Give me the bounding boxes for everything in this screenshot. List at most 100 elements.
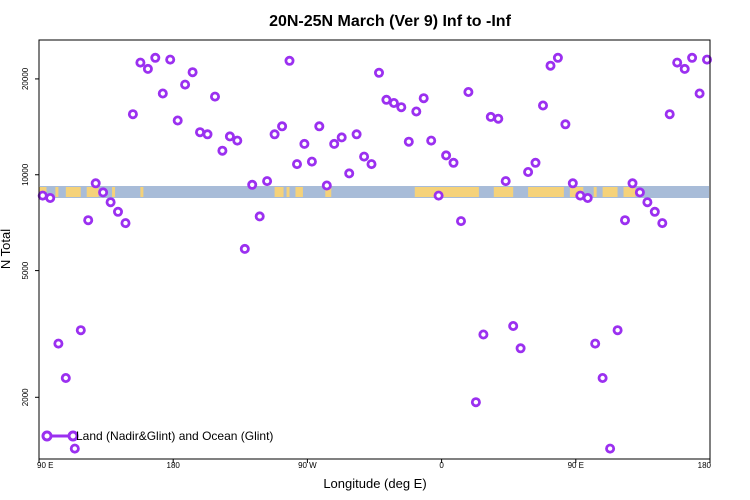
data-point <box>90 178 101 189</box>
data-point <box>478 329 489 340</box>
data-point <box>344 168 355 179</box>
data-point <box>291 159 302 170</box>
data-point <box>485 111 496 122</box>
data-point <box>605 443 616 454</box>
data-point <box>187 67 198 78</box>
data-point <box>627 178 638 189</box>
data-point <box>232 135 243 146</box>
data-point <box>657 218 668 229</box>
data-point <box>612 325 623 336</box>
y-tick-label: 10000 <box>21 163 30 186</box>
land-patch <box>325 187 332 197</box>
land-patch <box>623 187 636 197</box>
data-point <box>493 113 504 124</box>
land-patch <box>414 187 479 197</box>
data-point <box>135 57 146 68</box>
data-point <box>306 156 317 167</box>
data-point <box>217 145 228 156</box>
data-point <box>239 243 250 254</box>
data-point <box>83 215 94 226</box>
data-point <box>127 109 138 120</box>
data-point <box>157 88 168 99</box>
x-tick-label: 90 E <box>568 461 584 470</box>
data-points <box>37 52 713 454</box>
data-point <box>411 106 422 117</box>
data-point <box>396 102 407 113</box>
data-point <box>560 119 571 130</box>
legend-marker <box>67 430 79 442</box>
data-point <box>545 60 556 71</box>
data-point <box>530 157 541 168</box>
data-point <box>69 443 80 454</box>
data-point <box>441 150 452 161</box>
data-point <box>321 180 332 191</box>
data-point <box>113 206 124 217</box>
data-point <box>463 87 474 98</box>
data-point <box>418 93 429 104</box>
data-point <box>403 136 414 147</box>
legend-label: Land (Nadir&Glint) and Ocean (Glint) <box>76 429 273 443</box>
data-point <box>373 67 384 78</box>
data-point <box>269 129 280 140</box>
data-point <box>172 115 183 126</box>
data-point <box>75 325 86 336</box>
x-tick-label: 180 <box>167 461 181 470</box>
data-point <box>642 197 653 208</box>
map-band <box>39 186 709 198</box>
legend-marker <box>41 430 53 442</box>
data-point <box>329 138 340 149</box>
data-point <box>209 91 220 102</box>
data-point <box>381 94 392 105</box>
data-point <box>455 216 466 227</box>
y-tick-label: 5000 <box>21 261 30 279</box>
land-patch <box>602 187 618 197</box>
data-point <box>336 132 347 143</box>
data-point <box>426 135 437 146</box>
data-point <box>523 166 534 177</box>
data-point <box>687 52 698 63</box>
land-patch <box>493 187 514 197</box>
x-tick-label: 90 E <box>37 461 53 470</box>
data-point <box>649 206 660 217</box>
data-point <box>582 192 593 203</box>
data-point <box>314 121 325 132</box>
data-point <box>150 52 161 63</box>
data-point <box>538 100 549 111</box>
data-point <box>664 109 675 120</box>
data-point <box>359 151 370 162</box>
data-point <box>165 54 176 65</box>
data-point <box>202 129 213 140</box>
legend: Land (Nadir&Glint) and Ocean (Glint) <box>41 429 273 443</box>
y-axis-ticks: 2000 5000 10000 20000 <box>21 67 39 406</box>
data-point <box>247 179 258 190</box>
data-point <box>508 320 519 331</box>
data-point <box>470 397 481 408</box>
x-axis-label: Longitude (deg E) <box>323 476 426 491</box>
x-tick-label: 90 W <box>298 461 317 470</box>
land-patch <box>140 187 144 197</box>
land-patch <box>55 187 59 197</box>
data-point <box>694 88 705 99</box>
data-point <box>254 211 265 222</box>
land-patch <box>286 187 290 197</box>
data-point <box>552 52 563 63</box>
data-point <box>702 54 713 65</box>
data-point <box>366 159 377 170</box>
x-axis-ticks: 90 E 180 90 W 0 90 E 180 <box>37 459 712 470</box>
x-tick-label: 0 <box>439 461 444 470</box>
data-point <box>351 129 362 140</box>
data-point <box>284 55 295 66</box>
land-patch <box>569 187 584 197</box>
land-patch <box>112 187 116 197</box>
data-point <box>224 131 235 142</box>
data-point <box>620 215 631 226</box>
plot-frame <box>38 39 711 460</box>
data-point <box>142 63 153 74</box>
y-axis-label: N Total <box>0 229 13 269</box>
chart-title: 20N-25N March (Ver 9) Inf to -Inf <box>269 13 511 30</box>
data-point <box>180 79 191 90</box>
data-point <box>515 343 526 354</box>
land-patch <box>65 187 81 197</box>
data-point <box>299 138 310 149</box>
